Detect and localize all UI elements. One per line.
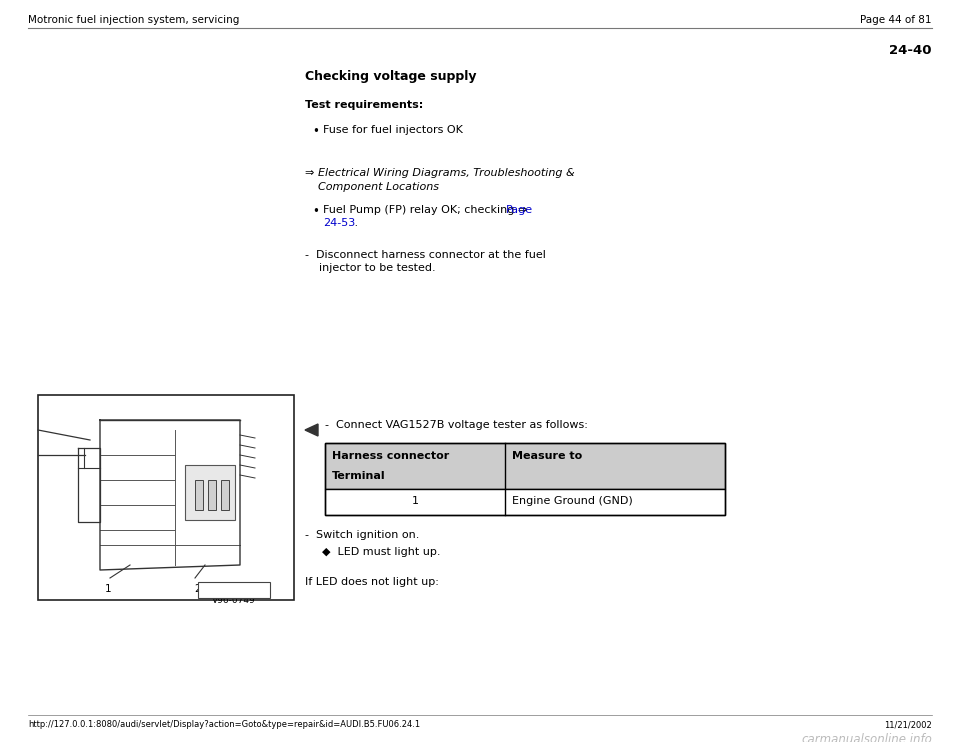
Text: Terminal: Terminal (332, 471, 386, 481)
Text: Page 44 of 81: Page 44 of 81 (860, 15, 932, 25)
Text: injector to be tested.: injector to be tested. (305, 263, 436, 273)
Text: Fuse for fuel injectors OK: Fuse for fuel injectors OK (323, 125, 463, 135)
Text: ⇒: ⇒ (305, 168, 322, 178)
Text: V96-0749: V96-0749 (212, 596, 256, 605)
Text: -  Disconnect harness connector at the fuel: - Disconnect harness connector at the fu… (305, 250, 546, 260)
Text: •: • (312, 205, 319, 218)
Text: •: • (312, 125, 319, 138)
Bar (221, 480, 229, 510)
Text: Motronic fuel injection system, servicing: Motronic fuel injection system, servicin… (28, 15, 239, 25)
Bar (185, 465, 235, 520)
Text: If LED does not light up:: If LED does not light up: (305, 577, 439, 587)
Text: 11/21/2002: 11/21/2002 (884, 720, 932, 729)
Bar (325, 443, 725, 515)
Text: -  Switch ignition on.: - Switch ignition on. (305, 530, 420, 540)
Text: 1: 1 (412, 496, 419, 506)
Text: Test requirements:: Test requirements: (305, 100, 423, 110)
Bar (38, 395, 294, 600)
Bar (198, 582, 270, 598)
Text: Component Locations: Component Locations (318, 182, 439, 192)
Text: -  Connect VAG1527B voltage tester as follows:: - Connect VAG1527B voltage tester as fol… (325, 420, 588, 430)
Bar (325, 443, 725, 489)
Text: Harness connector: Harness connector (332, 451, 449, 461)
Text: .: . (351, 218, 358, 228)
Text: 2: 2 (195, 584, 202, 594)
Text: Checking voltage supply: Checking voltage supply (305, 70, 476, 83)
Text: 1: 1 (105, 584, 111, 594)
Text: http://127.0.0.1:8080/audi/servlet/Display?action=Goto&type=repair&id=AUDI.B5.FU: http://127.0.0.1:8080/audi/servlet/Displ… (28, 720, 420, 729)
Text: Measure to: Measure to (512, 451, 583, 461)
Text: Engine Ground (GND): Engine Ground (GND) (512, 496, 633, 506)
Text: Fuel Pump (FP) relay OK; checking ⇒: Fuel Pump (FP) relay OK; checking ⇒ (323, 205, 531, 215)
Polygon shape (305, 424, 318, 436)
Text: 24-53: 24-53 (323, 218, 355, 228)
Text: 24-40: 24-40 (890, 44, 932, 57)
Text: Electrical Wiring Diagrams, Troubleshooting &: Electrical Wiring Diagrams, Troubleshoot… (318, 168, 575, 178)
Bar (325, 489, 725, 515)
Bar (195, 480, 203, 510)
Text: Page: Page (506, 205, 533, 215)
Text: ◆  LED must light up.: ◆ LED must light up. (322, 547, 441, 557)
Text: carmanualsonline.info: carmanualsonline.info (802, 733, 932, 742)
Bar (208, 480, 216, 510)
